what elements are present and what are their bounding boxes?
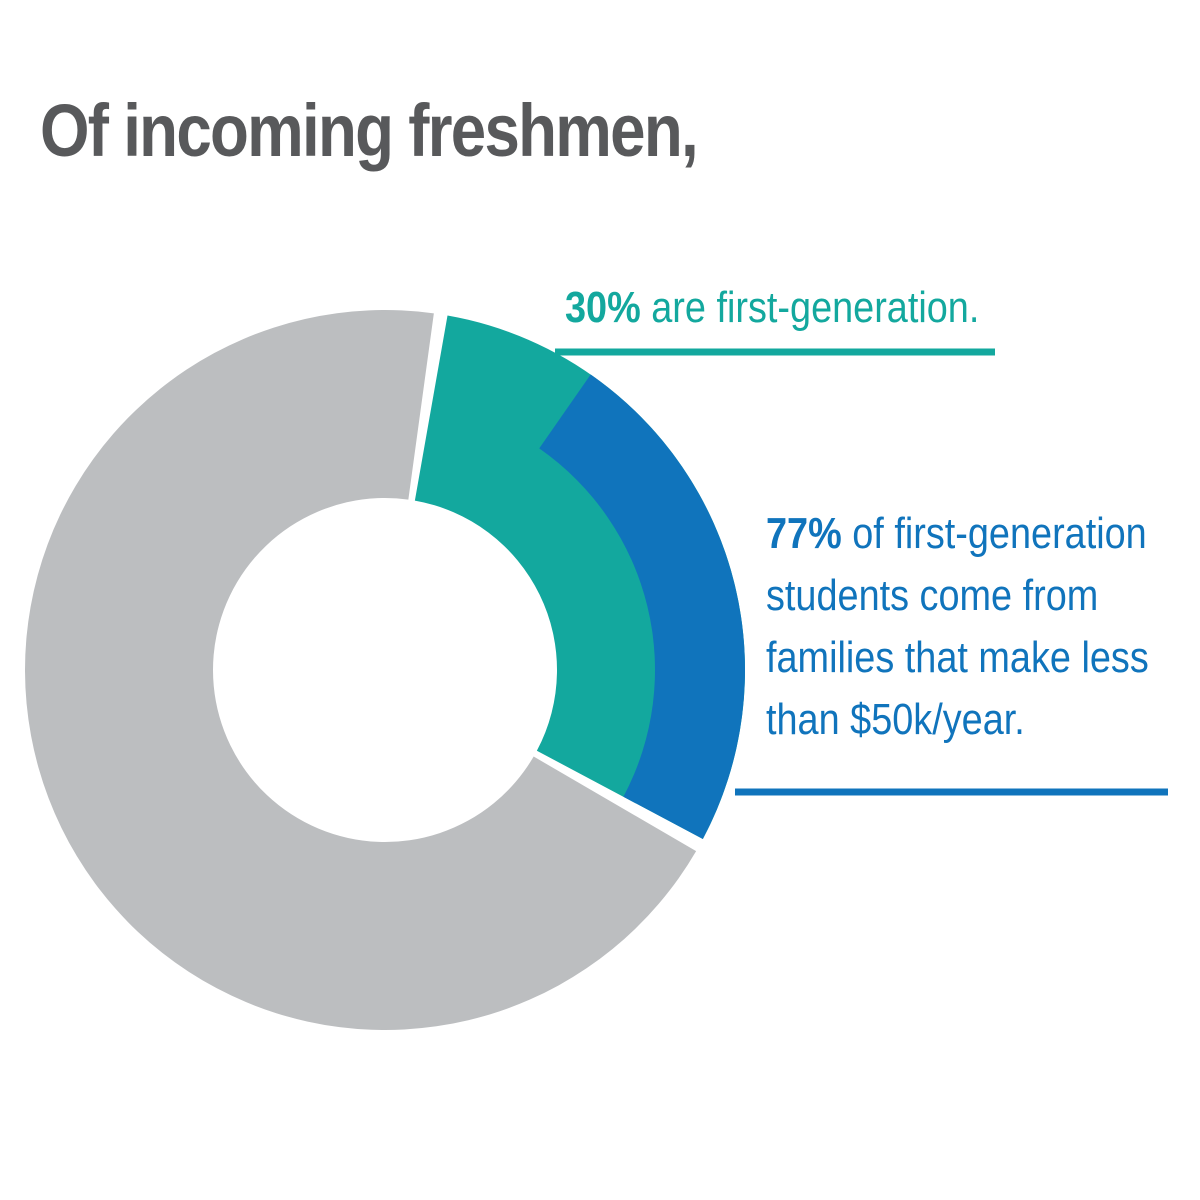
low-income-line-3: families that make less (766, 633, 1149, 682)
low-income-line-4: than $50k/year. (766, 695, 1025, 744)
low-income-line-1-text: of first-generation (841, 509, 1147, 558)
low-income-percent: 77% (766, 509, 842, 558)
low-income-callout: 77% of first-generation students come fr… (766, 503, 1149, 751)
low-income-line-2: students come from (766, 571, 1099, 620)
first-generation-text: are first-generation. (640, 283, 980, 332)
first-generation-percent: 30% (565, 283, 641, 332)
chart-title: Of incoming freshmen, (40, 89, 699, 172)
first-generation-callout: 30% are first-generation. (565, 283, 979, 333)
slice-low-income (539, 374, 746, 840)
low-income-line-1: 77% of first-generation (766, 503, 1149, 565)
slice-not-first-generation (24, 309, 697, 1030)
